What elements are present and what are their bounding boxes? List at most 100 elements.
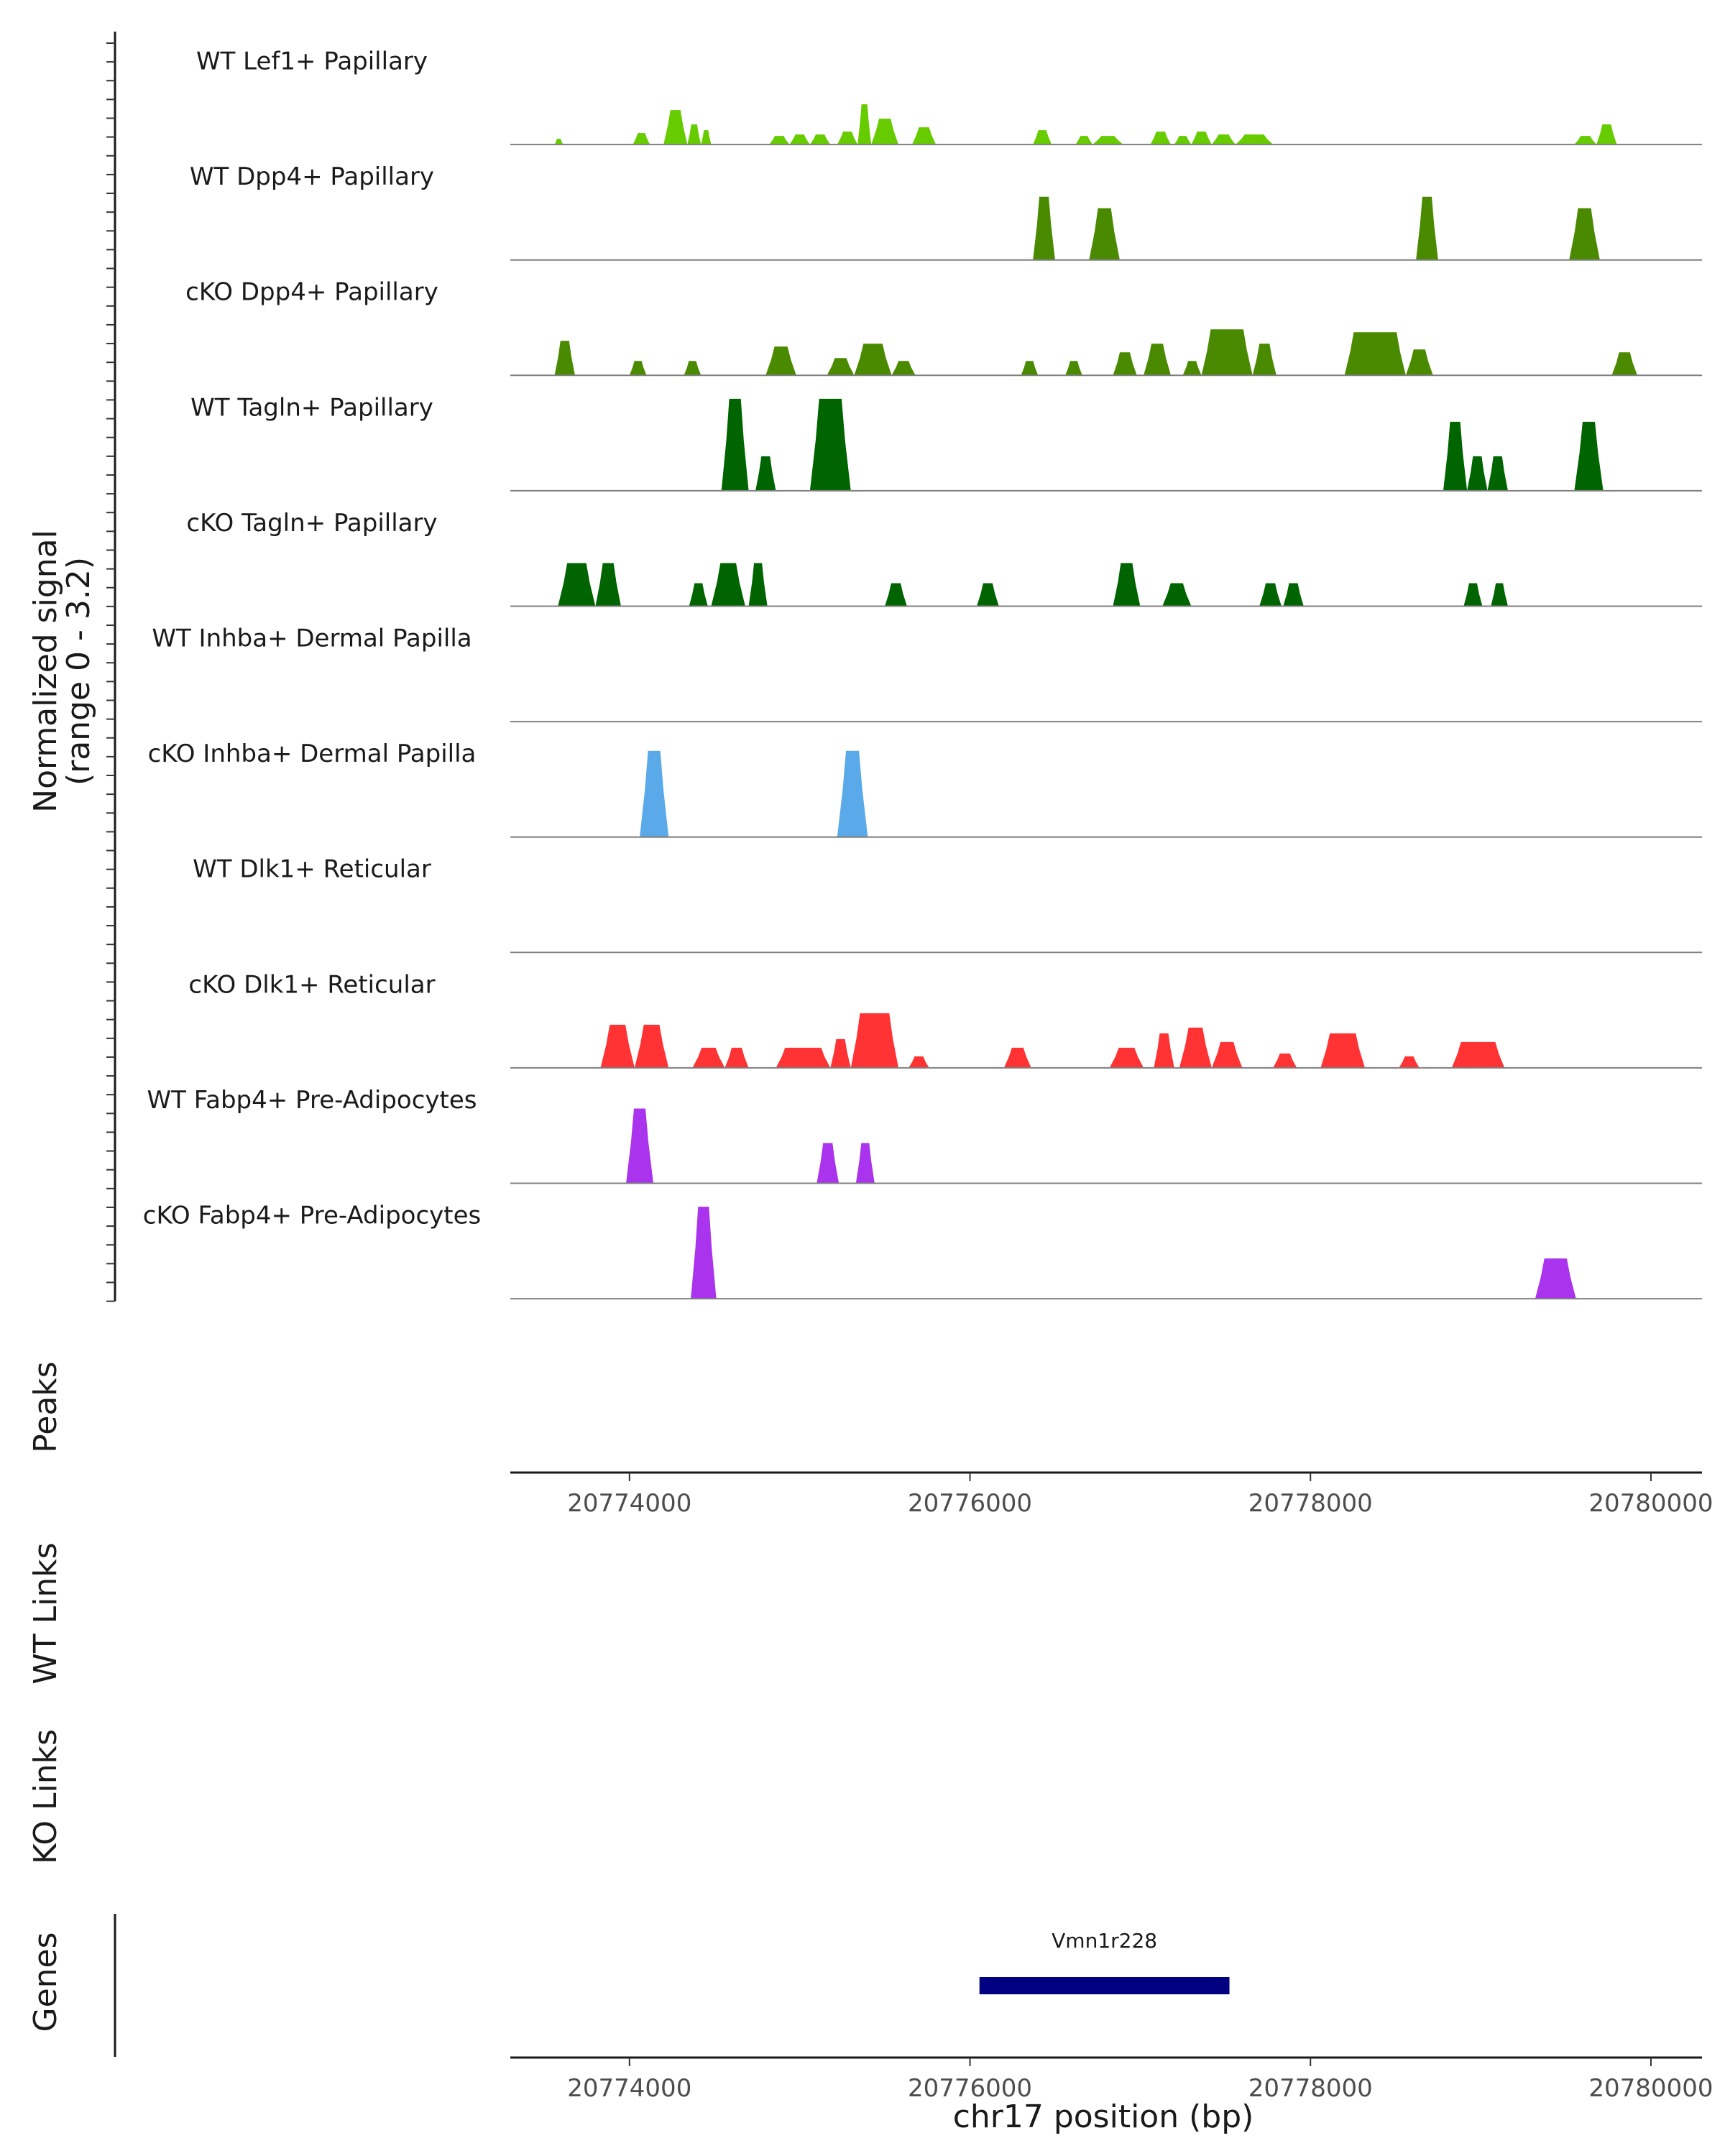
signal-peak <box>976 583 999 607</box>
track-label: WT Inhba+ Dermal Papilla <box>152 625 472 653</box>
signal-peak <box>830 1038 851 1068</box>
signal-peak <box>724 1047 749 1068</box>
gene-label: Vmn1r228 <box>1052 1929 1157 1953</box>
gene-strand-arrow <box>1004 1979 1013 1992</box>
x-tick-label: 20780000 <box>1588 2074 1713 2103</box>
signal-peak <box>1033 130 1052 145</box>
track-label: WT Dlk1+ Reticular <box>193 855 431 884</box>
signal-peak <box>1320 1033 1366 1068</box>
signal-peak <box>1463 583 1483 607</box>
signal-peak <box>1405 349 1433 376</box>
signal-peak <box>663 110 688 145</box>
signal-peak <box>885 583 907 607</box>
x-tick-label: 20774000 <box>567 1489 691 1518</box>
signal-peak <box>827 358 855 376</box>
signal-peak <box>1574 421 1604 491</box>
x-tick-label: 20778000 <box>1248 1489 1373 1518</box>
gene-strand-arrow <box>985 1979 995 1992</box>
signal-peak <box>692 1047 725 1068</box>
signal-peak <box>1003 1047 1031 1068</box>
signal-peak <box>701 130 712 145</box>
signal-peak <box>684 361 702 376</box>
signal-peak <box>1259 583 1282 607</box>
signal-peak <box>1174 136 1192 145</box>
signal-peak <box>1283 583 1304 607</box>
signal-peak <box>1252 344 1276 376</box>
signal-peak <box>765 346 796 376</box>
signal-peak <box>1021 361 1039 376</box>
signal-peak <box>721 398 749 491</box>
signal-peak <box>857 104 872 145</box>
signal-peak <box>711 563 745 607</box>
track-label: WT Tagln+ Papillary <box>190 393 433 422</box>
track-label: WT Fabp4+ Pre-Adipocytes <box>147 1086 477 1115</box>
gene-strand-arrow <box>1098 1979 1107 1992</box>
signal-peak <box>1611 352 1637 376</box>
signal-peak <box>1535 1258 1576 1299</box>
track-3: cKO Dpp4+ Papillary <box>185 278 1702 377</box>
signal-peak <box>1075 136 1093 145</box>
x-tick-label: 20778000 <box>1248 2074 1373 2103</box>
signal-peak <box>1113 352 1137 376</box>
gene-track: Vmn1r228 <box>979 1929 1230 1994</box>
signal-peak <box>809 398 851 491</box>
x-tick-label: 20774000 <box>567 2074 691 2103</box>
signal-peak <box>1487 456 1508 491</box>
gene-strand-arrow <box>1172 1979 1182 1992</box>
track-label: cKO Tagln+ Papillary <box>186 509 437 538</box>
signal-peak <box>1236 134 1274 145</box>
signal-peak <box>1491 583 1508 607</box>
signal-peak <box>632 133 650 145</box>
signal-peak <box>1092 136 1123 145</box>
signal-peak <box>1150 132 1172 145</box>
track-11: cKO Fabp4+ Pre-Adipocytes <box>143 1202 1702 1300</box>
wt-links-panel-label: WT Links <box>27 1542 64 1684</box>
signal-peak <box>1211 1041 1243 1068</box>
signal-peak <box>1144 344 1172 376</box>
signal-peak <box>595 563 621 607</box>
gene-strand-arrow <box>1191 1979 1200 1992</box>
track-label: cKO Inhba+ Dermal Papilla <box>148 740 477 768</box>
signal-peak <box>1154 1033 1174 1068</box>
y-axis <box>106 32 116 1302</box>
signal-peak <box>1113 563 1141 607</box>
signal-peak <box>850 1013 899 1068</box>
signal-peak <box>1399 1056 1420 1068</box>
signal-peak <box>558 563 596 607</box>
signal-peak <box>691 1207 717 1299</box>
track-1: WT Lef1+ Papillary <box>196 47 1702 146</box>
signal-peak <box>748 563 768 607</box>
signal-peak <box>1033 196 1055 260</box>
gene-strand-arrow <box>1135 1979 1144 1992</box>
signal-peak <box>554 139 564 145</box>
track-7: cKO Inhba+ Dermal Papilla <box>148 740 1702 838</box>
signal-peak <box>1162 583 1192 607</box>
x-tick-label: 20776000 <box>908 2074 1032 2103</box>
signal-peak <box>640 750 669 837</box>
gene-strand-arrow <box>1210 1979 1219 1992</box>
ko-links-panel-label: KO Links <box>27 1729 64 1864</box>
x-tick-label: 20780000 <box>1588 1489 1713 1518</box>
signal-peak <box>1416 196 1438 260</box>
signal-peak <box>816 1143 840 1184</box>
signal-peak <box>837 132 858 145</box>
x-tick-label: 20776000 <box>908 1489 1032 1518</box>
gene-strand-arrow <box>1060 1979 1070 1992</box>
signal-peak <box>1443 421 1468 491</box>
gene-strand-arrow <box>1041 1979 1051 1992</box>
signal-peak <box>634 1024 669 1068</box>
track-4: WT Tagln+ Papillary <box>190 393 1702 492</box>
track-5: cKO Tagln+ Papillary <box>186 509 1702 607</box>
signal-peak <box>855 1143 875 1184</box>
signal-tracks: WT Lef1+ Papillary WT Dpp4+ Papillary cKO … <box>143 47 1702 1300</box>
signal-peak <box>1191 132 1212 145</box>
x-axis-title: chr17 position (bp) <box>953 2099 1254 2135</box>
y-axis-title-line2: (range 0 - 3.2) <box>60 557 97 786</box>
track-label: cKO Dlk1+ Reticular <box>188 970 435 999</box>
signal-peak <box>809 134 831 145</box>
signal-peak <box>891 361 916 376</box>
track-label: cKO Fabp4+ Pre-Adipocytes <box>143 1202 482 1230</box>
gene-strand-arrow <box>1023 1979 1032 1992</box>
signal-peak <box>1569 208 1600 260</box>
peaks-panel-label: Peaks <box>27 1361 64 1452</box>
